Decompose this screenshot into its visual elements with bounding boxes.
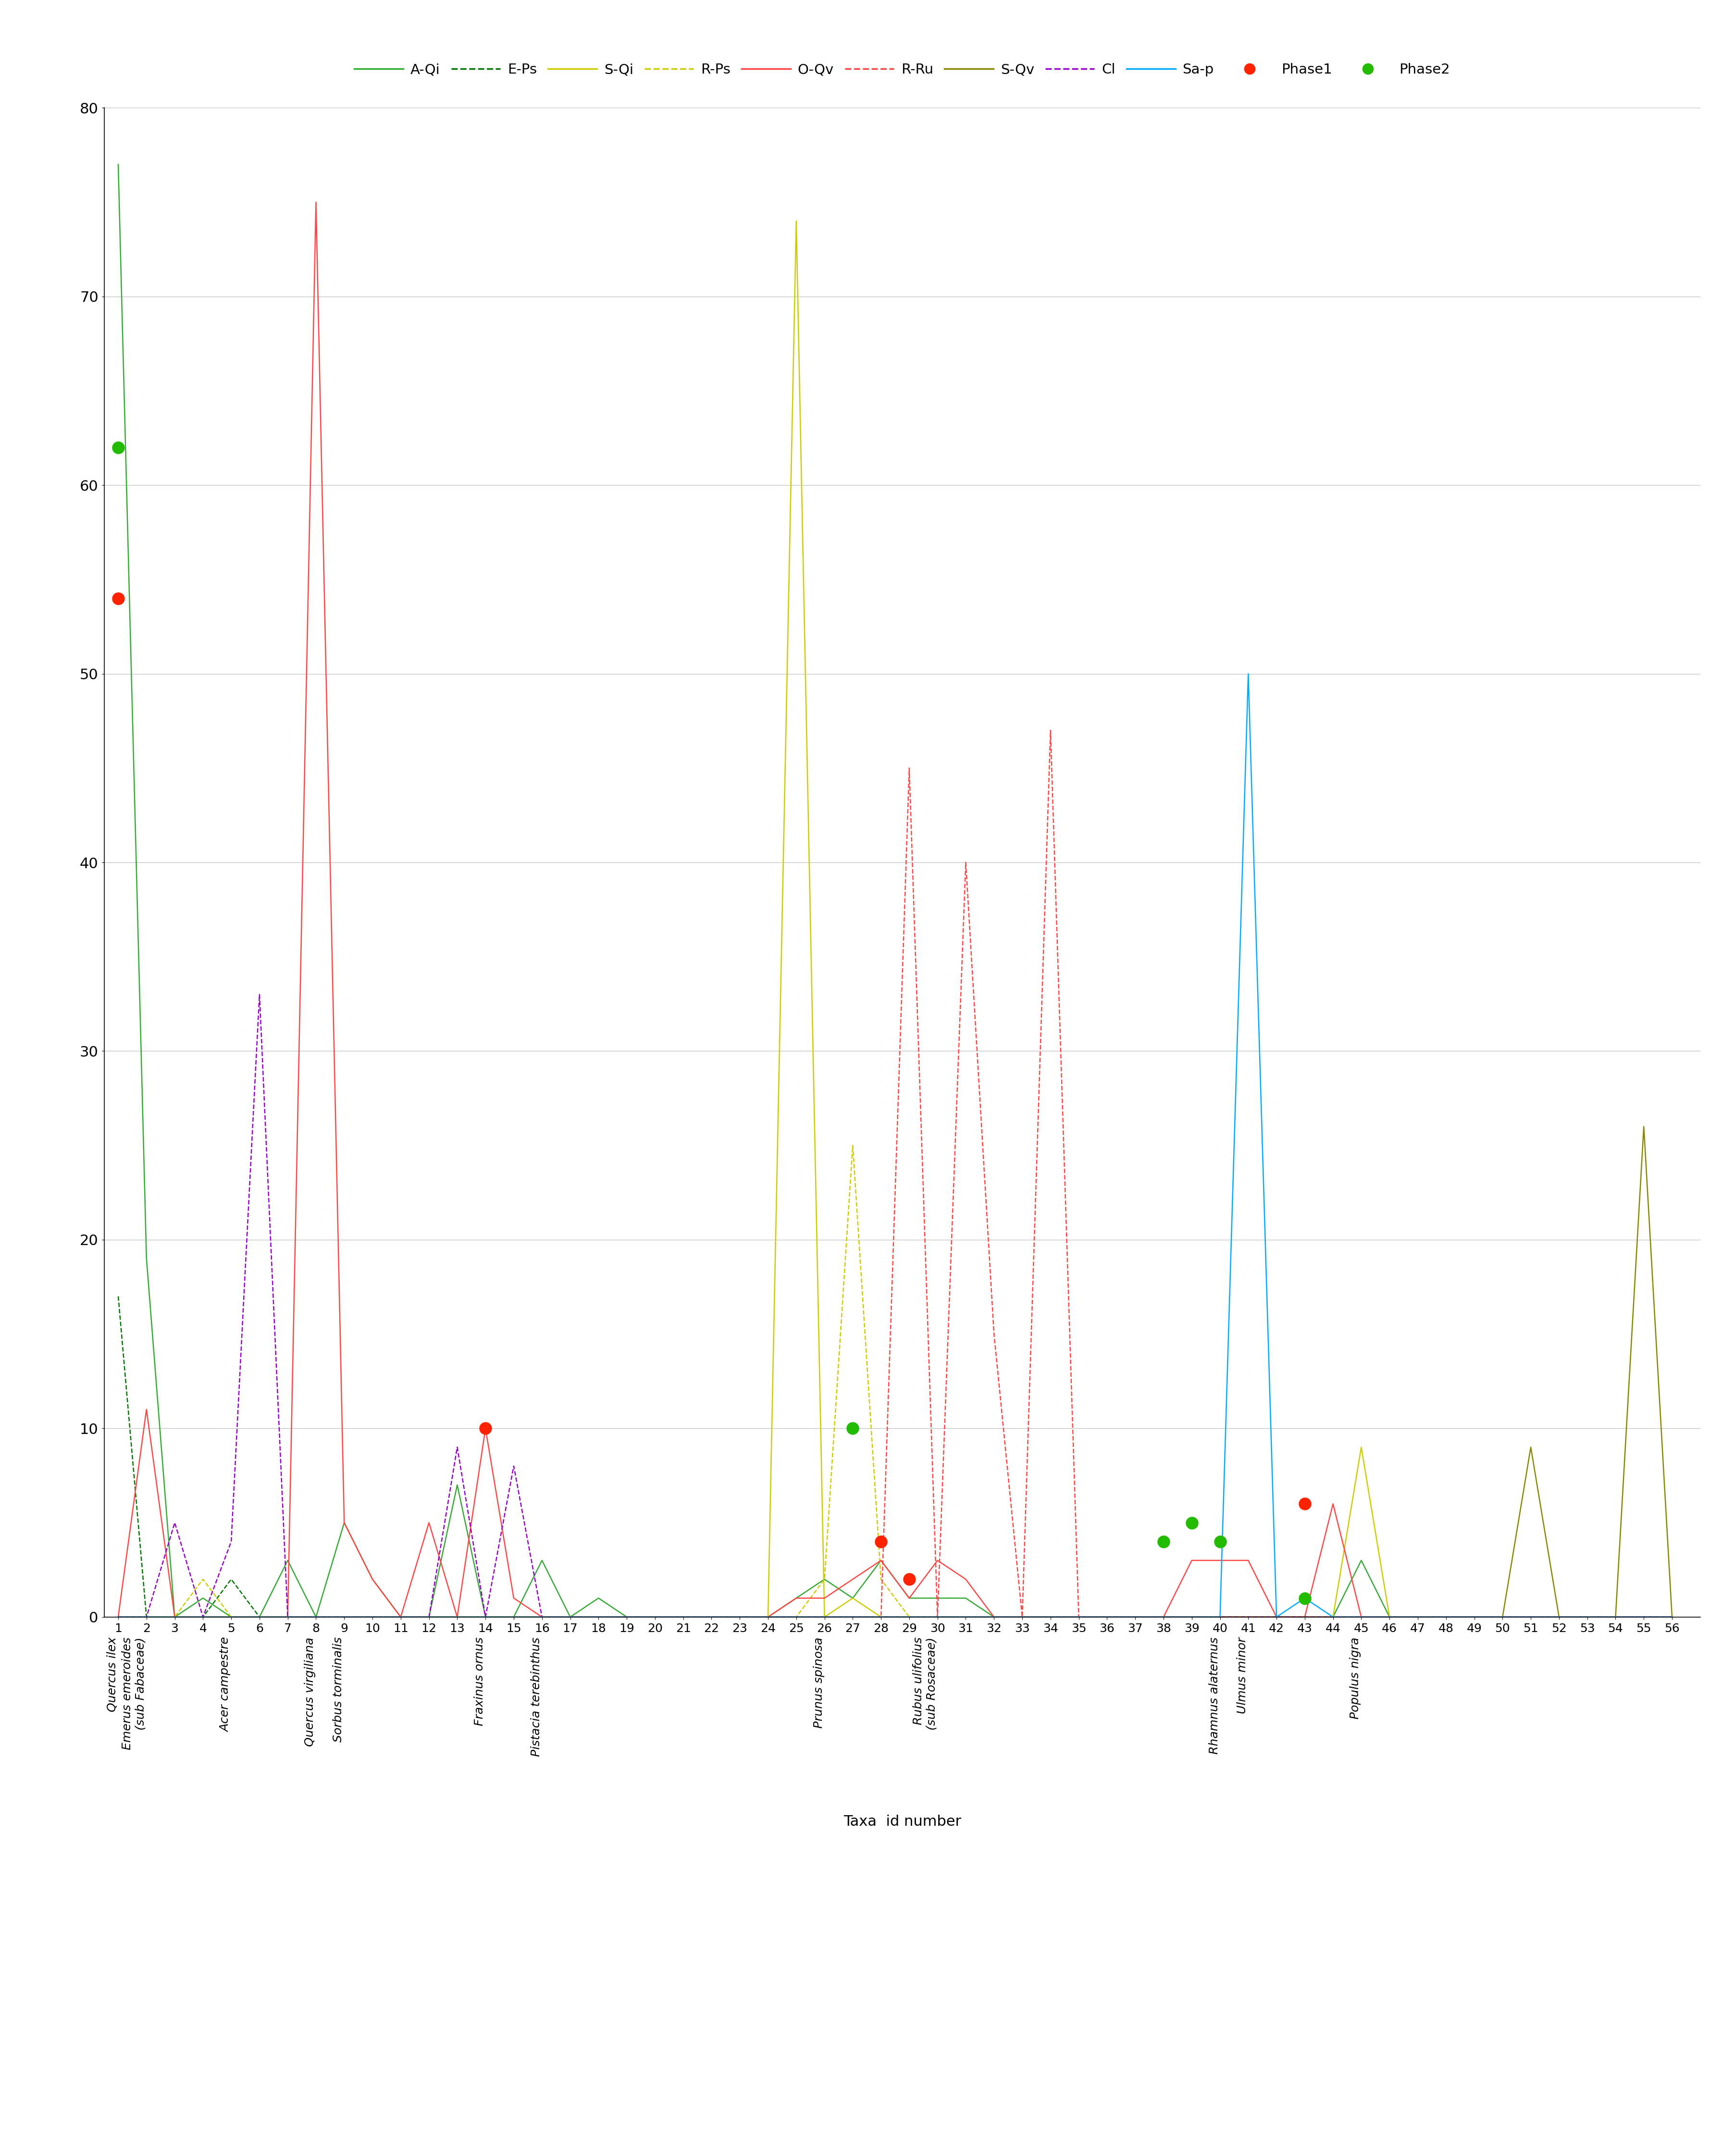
Text: Rubus ulifolius
(sub Rosaceae): Rubus ulifolius (sub Rosaceae): [913, 1636, 937, 1729]
Text: Sorbus torminalis: Sorbus torminalis: [333, 1636, 344, 1742]
Legend: A-Qi, E-Ps, S-Qi, R-Ps, O-Qv, R-Ru, S-Qv, Cl, Sa-p, Phase1, Phase2: A-Qi, E-Ps, S-Qi, R-Ps, O-Qv, R-Ru, S-Qv…: [349, 58, 1456, 82]
X-axis label: Taxa  id number: Taxa id number: [843, 1815, 961, 1828]
Text: Quercus ilex: Quercus ilex: [106, 1636, 118, 1712]
Text: Populus nigra: Populus nigra: [1350, 1636, 1362, 1718]
Text: Quercus virgiliana: Quercus virgiliana: [304, 1636, 316, 1746]
Text: Ulmus minor: Ulmus minor: [1237, 1636, 1247, 1714]
Text: Fraxinus ornus: Fraxinus ornus: [474, 1636, 486, 1725]
Text: Acer campestre: Acer campestre: [220, 1636, 231, 1731]
Text: Emerus emeroides
(sub Fabaceae): Emerus emeroides (sub Fabaceae): [121, 1636, 146, 1751]
Text: Rhamnus alaternus: Rhamnus alaternus: [1209, 1636, 1220, 1755]
Text: Prunus spinosa: Prunus spinosa: [814, 1636, 824, 1729]
Text: Pistacia terebinthus: Pistacia terebinthus: [531, 1636, 541, 1757]
